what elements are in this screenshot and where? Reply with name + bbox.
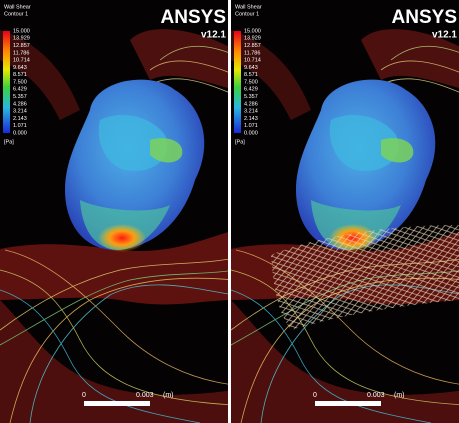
logo: ANSYS	[392, 7, 457, 28]
legend-label: 6.429	[244, 87, 258, 93]
legend-label: 7.500	[244, 79, 258, 85]
legend-label: 1.071	[13, 123, 27, 129]
legend-label: 11.786	[244, 50, 260, 56]
scale-unit: (m)	[163, 392, 174, 399]
legend-label: 2.143	[13, 116, 27, 122]
legend-unit: [Pa]	[235, 139, 245, 145]
legend-label: 9.643	[13, 65, 27, 71]
legend-label: 5.357	[244, 94, 258, 100]
legend-unit: [Pa]	[4, 139, 14, 145]
legend-label: 13.929	[244, 36, 261, 42]
legend-label: 8.571	[13, 72, 27, 78]
legend-label: 0.000	[244, 130, 258, 136]
legend-label: 12.857	[13, 43, 30, 49]
legend-subtitle: Contour 1	[4, 11, 28, 17]
legend-label: 13.929	[13, 36, 30, 42]
color-bar	[3, 31, 10, 133]
legend-label: 10.714	[13, 58, 30, 64]
legend-label: 11.786	[13, 50, 29, 56]
stent-mesh	[271, 225, 459, 330]
scale-unit: (m)	[394, 392, 405, 399]
scale-bar	[84, 401, 150, 406]
legend-label: 12.857	[244, 43, 261, 49]
legend-label: 9.643	[244, 65, 258, 71]
legend-title: Wall Shear	[235, 4, 262, 10]
version: v12.1	[201, 30, 226, 41]
scale-start: 0	[313, 392, 317, 399]
legend-title: Wall Shear	[4, 4, 31, 10]
legend-label: 0.000	[13, 130, 27, 136]
simulation-render	[231, 0, 459, 423]
scale-bar	[315, 401, 381, 406]
legend-subtitle: Contour 1	[235, 11, 259, 17]
simulation-render	[0, 0, 228, 423]
scale-end: 0.003	[136, 392, 154, 399]
legend-label: 4.286	[244, 101, 258, 107]
legend-label: 3.214	[13, 109, 27, 115]
legend-label: 4.286	[13, 101, 27, 107]
scale-start: 0	[82, 392, 86, 399]
legend-label: 10.714	[244, 58, 261, 64]
scale-end: 0.003	[367, 392, 385, 399]
legend-label: 15.000	[244, 28, 261, 34]
version: v12.1	[432, 30, 457, 41]
legend-label: 8.571	[244, 72, 258, 78]
legend-label: 5.357	[13, 94, 27, 100]
legend-label: 7.500	[13, 79, 27, 85]
legend-label: 1.071	[244, 123, 258, 129]
legend-label: 6.429	[13, 87, 27, 93]
legend-label: 15.000	[13, 28, 30, 34]
legend-label: 2.143	[244, 116, 258, 122]
legend-label: 3.214	[244, 109, 258, 115]
color-bar	[234, 31, 241, 133]
logo: ANSYS	[161, 7, 226, 28]
